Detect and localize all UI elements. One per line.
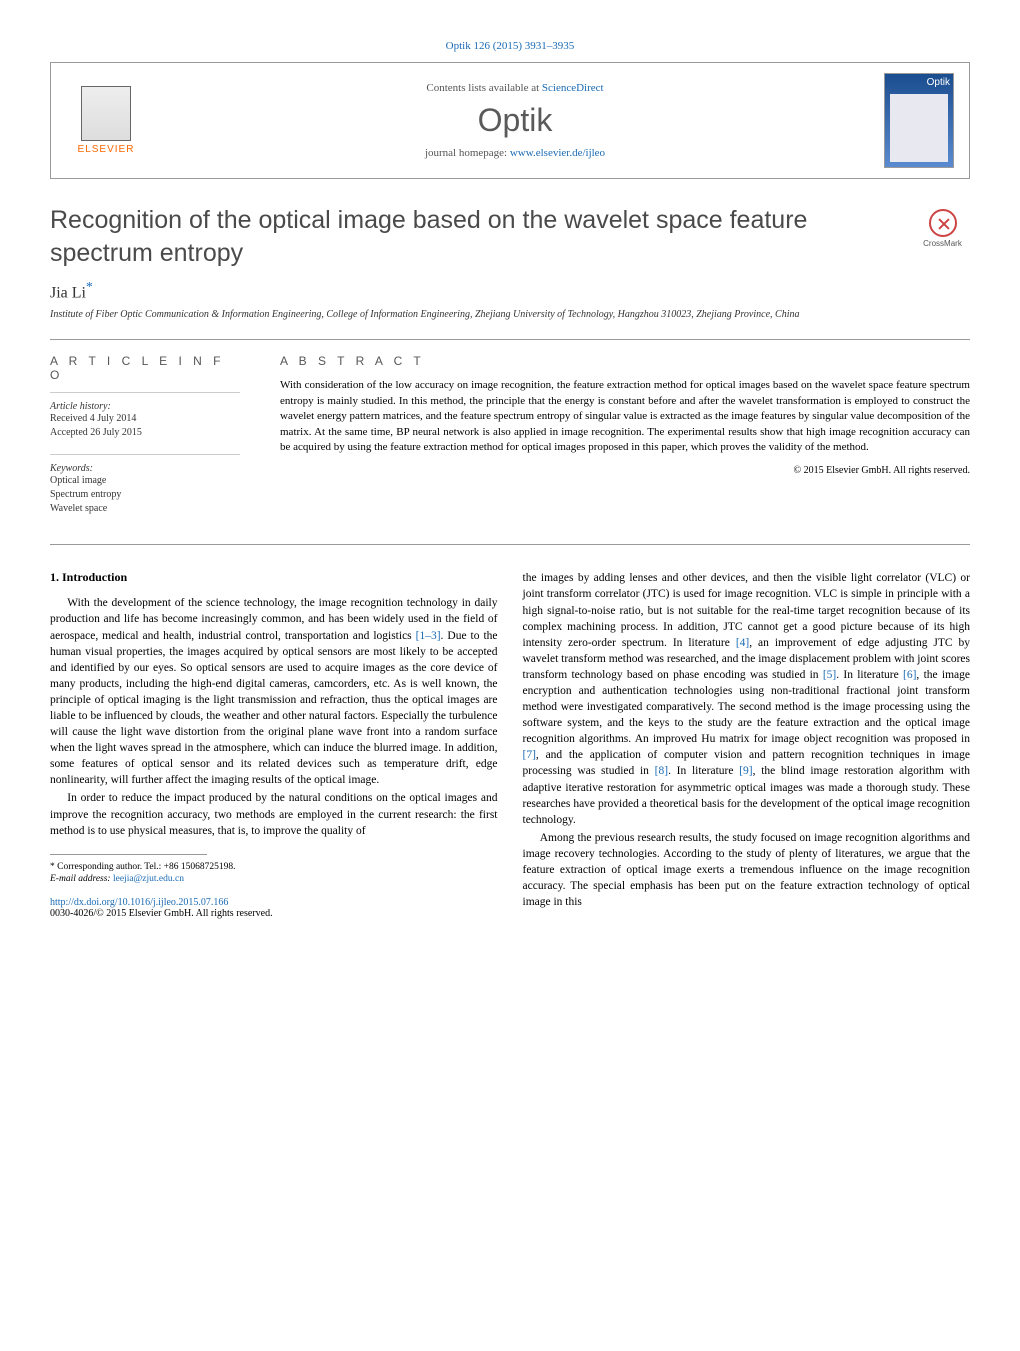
author-name: Jia Li*: [50, 279, 970, 302]
crossmark-icon: [929, 209, 957, 237]
doi-block: http://dx.doi.org/10.1016/j.ijleo.2015.0…: [50, 897, 498, 919]
email-label: E-mail address:: [50, 874, 113, 884]
received-date: Received 4 July 2014: [50, 412, 240, 426]
homepage-link[interactable]: www.elsevier.de/ijleo: [510, 147, 605, 159]
sciencedirect-link[interactable]: ScienceDirect: [542, 82, 604, 94]
c2p1c: . In literature: [836, 669, 903, 681]
homepage-line: journal homepage: www.elsevier.de/ijleo: [146, 147, 884, 159]
publisher-name: ELSEVIER: [78, 144, 135, 155]
corresponding-marker: *: [86, 279, 93, 294]
journal-cover-thumbnail: Optik: [884, 73, 954, 168]
corresponding-footnote: * Corresponding author. Tel.: +86 150687…: [50, 861, 498, 873]
abstract-copyright: © 2015 Elsevier GmbH. All rights reserve…: [280, 465, 970, 476]
ref-8[interactable]: [8]: [655, 765, 668, 777]
ref-9[interactable]: [9]: [739, 765, 752, 777]
abstract-column: A B S T R A C T With consideration of th…: [260, 354, 970, 530]
body-column-left: 1. Introduction With the development of …: [50, 570, 498, 919]
c2p1f: . In literature: [668, 765, 739, 777]
article-title: Recognition of the optical image based o…: [50, 204, 900, 269]
publisher-logo: ELSEVIER: [66, 76, 146, 166]
journal-name: Optik: [146, 102, 884, 139]
elsevier-tree-icon: [81, 86, 131, 141]
p1-text-b: . Due to the human visual properties, th…: [50, 630, 498, 787]
issn-copyright: 0030-4026/© 2015 Elsevier GmbH. All righ…: [50, 908, 273, 919]
accepted-date: Accepted 26 July 2015: [50, 426, 240, 440]
email-footnote: E-mail address: leejia@zjut.edu.cn: [50, 873, 498, 885]
cover-title: Optik: [927, 77, 950, 88]
doi-link[interactable]: http://dx.doi.org/10.1016/j.ijleo.2015.0…: [50, 897, 228, 908]
article-info-heading: A R T I C L E I N F O: [50, 354, 240, 382]
ref-4[interactable]: [4]: [736, 637, 749, 649]
ref-7[interactable]: [7]: [523, 749, 536, 761]
cover-inner: [890, 94, 948, 162]
ref-5[interactable]: [5]: [823, 669, 836, 681]
ref-6[interactable]: [6]: [903, 669, 916, 681]
article-history-label: Article history:: [50, 401, 240, 412]
body-column-right: the images by adding lenses and other de…: [523, 570, 971, 919]
section-1-heading: 1. Introduction: [50, 570, 498, 585]
journal-reference: Optik 126 (2015) 3931–3935: [50, 40, 970, 52]
abstract-heading: A B S T R A C T: [280, 354, 970, 368]
contents-available-line: Contents lists available at ScienceDirec…: [146, 82, 884, 94]
article-info-column: A R T I C L E I N F O Article history: R…: [50, 354, 260, 530]
crossmark-badge[interactable]: CrossMark: [915, 209, 970, 249]
col2-paragraph-2: Among the previous research results, the…: [523, 830, 971, 910]
keyword-1: Optical image: [50, 474, 240, 488]
contents-prefix: Contents lists available at: [426, 82, 541, 94]
author-text: Jia Li: [50, 284, 86, 301]
col2-paragraph-1: the images by adding lenses and other de…: [523, 570, 971, 828]
intro-paragraph-2: In order to reduce the impact produced b…: [50, 790, 498, 838]
affiliation: Institute of Fiber Optic Communication &…: [50, 308, 970, 321]
keywords-label: Keywords:: [50, 463, 240, 474]
keyword-2: Spectrum entropy: [50, 488, 240, 502]
crossmark-label: CrossMark: [923, 239, 962, 248]
intro-paragraph-1: With the development of the science tech…: [50, 595, 498, 788]
footnote-separator: [50, 854, 207, 855]
abstract-text: With consideration of the low accuracy o…: [280, 378, 970, 455]
ref-1-3[interactable]: [1–3]: [416, 630, 441, 642]
journal-header: ELSEVIER Contents lists available at Sci…: [50, 62, 970, 179]
keyword-3: Wavelet space: [50, 502, 240, 516]
author-email-link[interactable]: leejia@zjut.edu.cn: [113, 874, 184, 884]
homepage-prefix: journal homepage:: [425, 147, 510, 159]
